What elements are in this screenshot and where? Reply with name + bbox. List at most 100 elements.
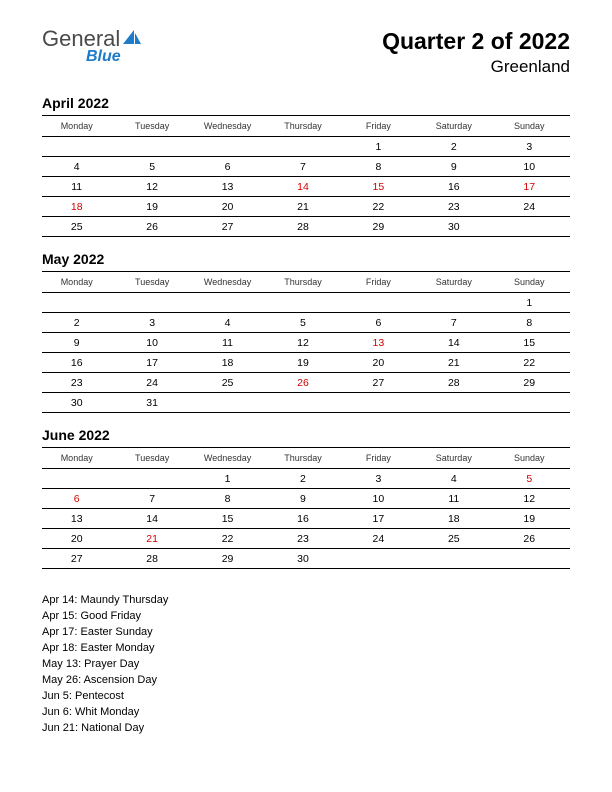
calendar-day-cell: 18 bbox=[193, 353, 268, 373]
calendar-day-cell: 1 bbox=[344, 137, 419, 157]
calendar-day-cell: 25 bbox=[193, 373, 268, 393]
calendar-day-cell: 22 bbox=[344, 197, 419, 217]
weekday-header: Thursday bbox=[268, 272, 343, 293]
calendar-day-cell: 1 bbox=[193, 469, 268, 489]
calendar-day-cell bbox=[495, 549, 570, 569]
calendar-table: MondayTuesdayWednesdayThursdayFridaySatu… bbox=[42, 115, 570, 237]
weekday-header: Friday bbox=[344, 272, 419, 293]
calendar-week-row: 1 bbox=[42, 293, 570, 313]
calendar-day-cell: 2 bbox=[419, 137, 494, 157]
calendar-day-cell: 21 bbox=[117, 529, 192, 549]
calendar-day-cell: 30 bbox=[42, 393, 117, 413]
weekday-header: Sunday bbox=[495, 448, 570, 469]
calendars-container: April 2022MondayTuesdayWednesdayThursday… bbox=[42, 95, 570, 569]
holiday-entry: May 26: Ascension Day bbox=[42, 673, 570, 689]
calendar-day-cell bbox=[42, 469, 117, 489]
calendar-week-row: 12345 bbox=[42, 469, 570, 489]
calendar-week-row: 23242526272829 bbox=[42, 373, 570, 393]
calendar-day-cell: 20 bbox=[42, 529, 117, 549]
month-block: April 2022 MondayTuesdayWednesdayThursday… bbox=[42, 95, 570, 237]
calendar-day-cell: 25 bbox=[419, 529, 494, 549]
calendar-day-cell: 6 bbox=[344, 313, 419, 333]
calendar-day-cell bbox=[495, 393, 570, 413]
calendar-day-cell bbox=[268, 137, 343, 157]
calendar-day-cell bbox=[193, 293, 268, 313]
calendar-day-cell: 31 bbox=[117, 393, 192, 413]
calendar-day-cell: 16 bbox=[268, 509, 343, 529]
calendar-day-cell: 5 bbox=[268, 313, 343, 333]
calendar-day-cell: 16 bbox=[42, 353, 117, 373]
holiday-entry: Apr 17: Easter Sunday bbox=[42, 625, 570, 641]
weekday-header: Tuesday bbox=[117, 272, 192, 293]
calendar-day-cell: 16 bbox=[419, 177, 494, 197]
calendar-day-cell: 27 bbox=[344, 373, 419, 393]
calendar-day-cell: 18 bbox=[42, 197, 117, 217]
calendar-day-cell bbox=[117, 469, 192, 489]
calendar-day-cell: 28 bbox=[117, 549, 192, 569]
calendar-day-cell: 4 bbox=[193, 313, 268, 333]
calendar-day-cell: 27 bbox=[193, 217, 268, 237]
calendar-day-cell: 26 bbox=[495, 529, 570, 549]
weekday-header: Monday bbox=[42, 272, 117, 293]
calendar-week-row: 45678910 bbox=[42, 157, 570, 177]
calendar-day-cell: 14 bbox=[419, 333, 494, 353]
calendar-day-cell: 6 bbox=[42, 489, 117, 509]
calendar-week-row: 18192021222324 bbox=[42, 197, 570, 217]
calendar-day-cell: 10 bbox=[117, 333, 192, 353]
weekday-header: Wednesday bbox=[193, 272, 268, 293]
calendar-day-cell: 14 bbox=[268, 177, 343, 197]
calendar-day-cell: 23 bbox=[268, 529, 343, 549]
title-block: Quarter 2 of 2022 Greenland bbox=[382, 28, 570, 77]
calendar-day-cell: 7 bbox=[419, 313, 494, 333]
calendar-day-cell bbox=[268, 393, 343, 413]
weekday-header: Saturday bbox=[419, 272, 494, 293]
calendar-day-cell: 27 bbox=[42, 549, 117, 569]
calendar-day-cell: 5 bbox=[117, 157, 192, 177]
weekday-header: Sunday bbox=[495, 272, 570, 293]
month-title: June 2022 bbox=[42, 427, 570, 443]
calendar-week-row: 13141516171819 bbox=[42, 509, 570, 529]
calendar-day-cell: 18 bbox=[419, 509, 494, 529]
calendar-day-cell: 3 bbox=[344, 469, 419, 489]
calendar-day-cell: 11 bbox=[419, 489, 494, 509]
calendar-day-cell: 4 bbox=[419, 469, 494, 489]
holiday-entry: Jun 21: National Day bbox=[42, 721, 570, 737]
weekday-header: Saturday bbox=[419, 448, 494, 469]
month-block: June 2022 MondayTuesdayWednesdayThursdayF… bbox=[42, 427, 570, 569]
calendar-day-cell: 12 bbox=[268, 333, 343, 353]
calendar-day-cell: 7 bbox=[268, 157, 343, 177]
weekday-header: Saturday bbox=[419, 116, 494, 137]
calendar-day-cell bbox=[42, 137, 117, 157]
calendar-day-cell bbox=[419, 549, 494, 569]
calendar-day-cell: 15 bbox=[495, 333, 570, 353]
calendar-day-cell: 17 bbox=[117, 353, 192, 373]
calendar-day-cell: 25 bbox=[42, 217, 117, 237]
calendar-table: MondayTuesdayWednesdayThursdayFridaySatu… bbox=[42, 271, 570, 413]
calendar-day-cell: 7 bbox=[117, 489, 192, 509]
weekday-header: Tuesday bbox=[117, 116, 192, 137]
calendar-table: MondayTuesdayWednesdayThursdayFridaySatu… bbox=[42, 447, 570, 569]
calendar-day-cell: 21 bbox=[419, 353, 494, 373]
calendar-day-cell: 29 bbox=[344, 217, 419, 237]
month-title: April 2022 bbox=[42, 95, 570, 111]
calendar-day-cell: 17 bbox=[344, 509, 419, 529]
weekday-header: Friday bbox=[344, 116, 419, 137]
calendar-day-cell bbox=[193, 137, 268, 157]
holiday-entry: Jun 6: Whit Monday bbox=[42, 705, 570, 721]
weekday-header: Monday bbox=[42, 448, 117, 469]
calendar-week-row: 11121314151617 bbox=[42, 177, 570, 197]
calendar-day-cell: 28 bbox=[419, 373, 494, 393]
calendar-day-cell: 22 bbox=[193, 529, 268, 549]
month-title: May 2022 bbox=[42, 251, 570, 267]
month-block: May 2022 MondayTuesdayWednesdayThursdayFr… bbox=[42, 251, 570, 413]
calendar-day-cell: 26 bbox=[268, 373, 343, 393]
calendar-day-cell: 19 bbox=[268, 353, 343, 373]
calendar-day-cell: 9 bbox=[42, 333, 117, 353]
calendar-day-cell: 28 bbox=[268, 217, 343, 237]
calendar-day-cell bbox=[495, 217, 570, 237]
calendar-day-cell: 15 bbox=[193, 509, 268, 529]
calendar-day-cell bbox=[193, 393, 268, 413]
holiday-entry: Jun 5: Pentecost bbox=[42, 689, 570, 705]
calendar-week-row: 16171819202122 bbox=[42, 353, 570, 373]
calendar-day-cell: 3 bbox=[495, 137, 570, 157]
